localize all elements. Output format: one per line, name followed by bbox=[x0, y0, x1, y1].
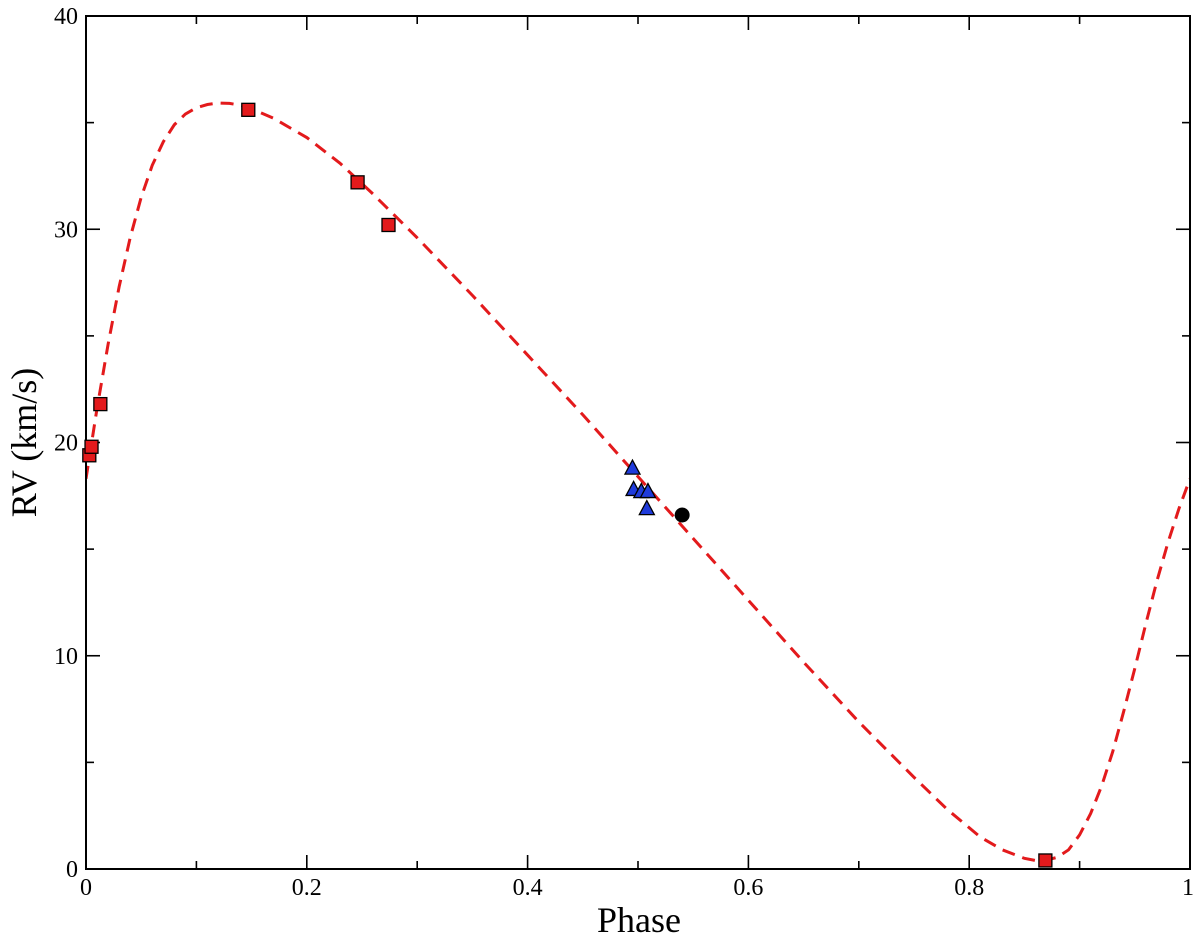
y-tick-label: 40 bbox=[54, 4, 78, 30]
y-tick-label: 10 bbox=[54, 644, 78, 670]
x-tick-label: 0.6 bbox=[733, 875, 763, 901]
data-points-layer bbox=[82, 102, 1053, 868]
plot-frame bbox=[85, 15, 1191, 870]
x-tick-label: 0.4 bbox=[513, 875, 543, 901]
x-tick-label: 0 bbox=[80, 875, 92, 901]
data-point-triangle bbox=[639, 482, 657, 499]
y-tick-label: 20 bbox=[54, 431, 78, 457]
plot-border bbox=[85, 15, 1191, 870]
y-axis-title: RV (km/s) bbox=[4, 368, 44, 517]
data-point-circle bbox=[674, 507, 690, 523]
axis-ticks bbox=[85, 15, 1191, 870]
data-point-square bbox=[93, 396, 108, 412]
data-point-square bbox=[381, 217, 396, 233]
x-tick-label: 0.2 bbox=[292, 875, 322, 901]
data-point-square bbox=[84, 439, 99, 454]
y-tick-label: 0 bbox=[66, 857, 78, 883]
x-tick-label: 0.8 bbox=[954, 875, 984, 901]
x-axis-title: Phase bbox=[597, 900, 681, 937]
x-tick-label: 1 bbox=[1182, 875, 1194, 901]
fit-curve bbox=[86, 101, 1190, 862]
y-tick-label: 30 bbox=[54, 217, 78, 243]
data-point-triangle bbox=[623, 458, 642, 475]
fit-curve-layer bbox=[86, 101, 1190, 862]
data-point-square bbox=[350, 175, 365, 190]
data-point-square bbox=[1038, 853, 1053, 868]
data-point-triangle bbox=[638, 499, 656, 516]
data-point-square bbox=[241, 102, 256, 117]
